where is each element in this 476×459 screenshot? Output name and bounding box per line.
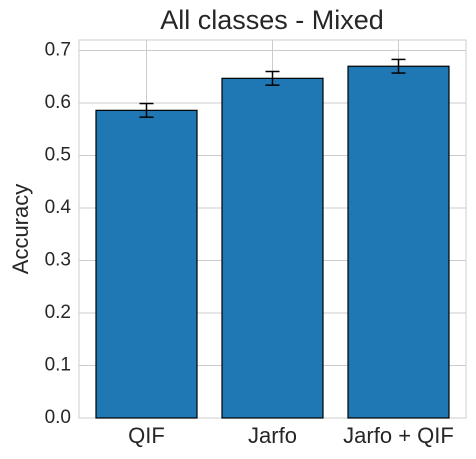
x-tick-label: Jarfo xyxy=(248,423,297,448)
y-tick-label: 0.1 xyxy=(45,355,71,376)
y-tick-label: 0.3 xyxy=(45,250,71,271)
bar xyxy=(95,109,198,419)
y-tick-label: 0.6 xyxy=(45,92,71,113)
y-axis-label: Accuracy xyxy=(8,184,33,274)
bar xyxy=(221,77,324,419)
y-tick-label: 0.0 xyxy=(45,407,71,428)
bar xyxy=(347,65,450,419)
y-tick-label: 0.7 xyxy=(45,40,71,61)
x-tick-label: QIF xyxy=(128,423,165,448)
y-tick-label: 0.4 xyxy=(45,197,72,218)
y-tick-label: 0.5 xyxy=(45,145,71,166)
chart-title: All classes - Mixed xyxy=(160,5,384,35)
y-tick-label: 0.2 xyxy=(45,302,71,323)
x-tick-label: Jarfo + QIF xyxy=(343,423,454,448)
